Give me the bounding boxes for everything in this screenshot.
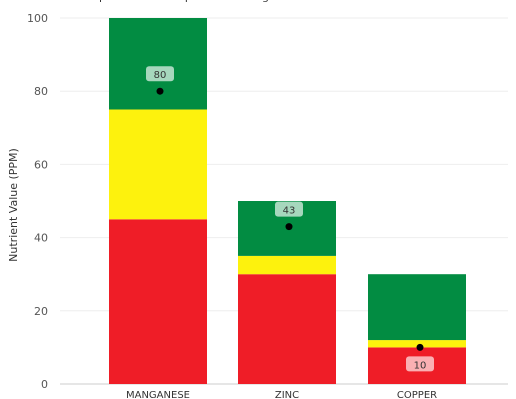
bar-manganese-responsive (109, 109, 207, 220)
y-tick-label: 40 (34, 232, 48, 245)
y-tick-label: 20 (34, 305, 48, 318)
data-label-zinc: 43 (283, 206, 296, 217)
x-tick-label: ZINC (275, 390, 299, 399)
data-label-box (406, 356, 434, 372)
average-marker-manganese (156, 87, 164, 95)
bar-copper-responsive (368, 340, 466, 348)
data-label-manganese: 80 (154, 70, 167, 81)
y-tick-label: 60 (34, 158, 48, 171)
data-label-box (275, 201, 303, 217)
x-tick-label: COPPER (397, 390, 437, 399)
bar-zinc-deficient (238, 274, 336, 384)
y-tick-label: 80 (34, 85, 48, 98)
data-labels: 80 43 10 (146, 66, 434, 372)
average-marker-zinc (285, 223, 293, 231)
bar-copper-adequate (368, 274, 466, 341)
x-tick-label: MANGANESE (126, 390, 190, 399)
data-label-copper: 10 (414, 360, 427, 371)
legend-label: Adequate (160, 0, 213, 3)
bar-manganese-deficient (109, 219, 207, 384)
x-axis: MANGANESE ZINC COPPER (126, 390, 437, 399)
bars (109, 18, 466, 384)
legend-label: Responsive (79, 0, 142, 3)
bar-manganese-adequate (109, 18, 207, 110)
legend-label: Average Nutrient Value (231, 0, 359, 3)
average-marker-copper (416, 343, 424, 351)
y-tick-label: 0 (41, 378, 48, 391)
y-tick-label: 100 (27, 12, 48, 25)
legend-label: Deficient (12, 0, 62, 3)
y-axis: 0 20 40 60 80 100 (27, 12, 48, 391)
bar-zinc-responsive (238, 255, 336, 275)
data-label-box (146, 66, 174, 82)
y-axis-title: Nutrient Value (PPM) (7, 148, 20, 262)
legend: Deficient Responsive Adequate Average Nutri… (12, 0, 359, 3)
